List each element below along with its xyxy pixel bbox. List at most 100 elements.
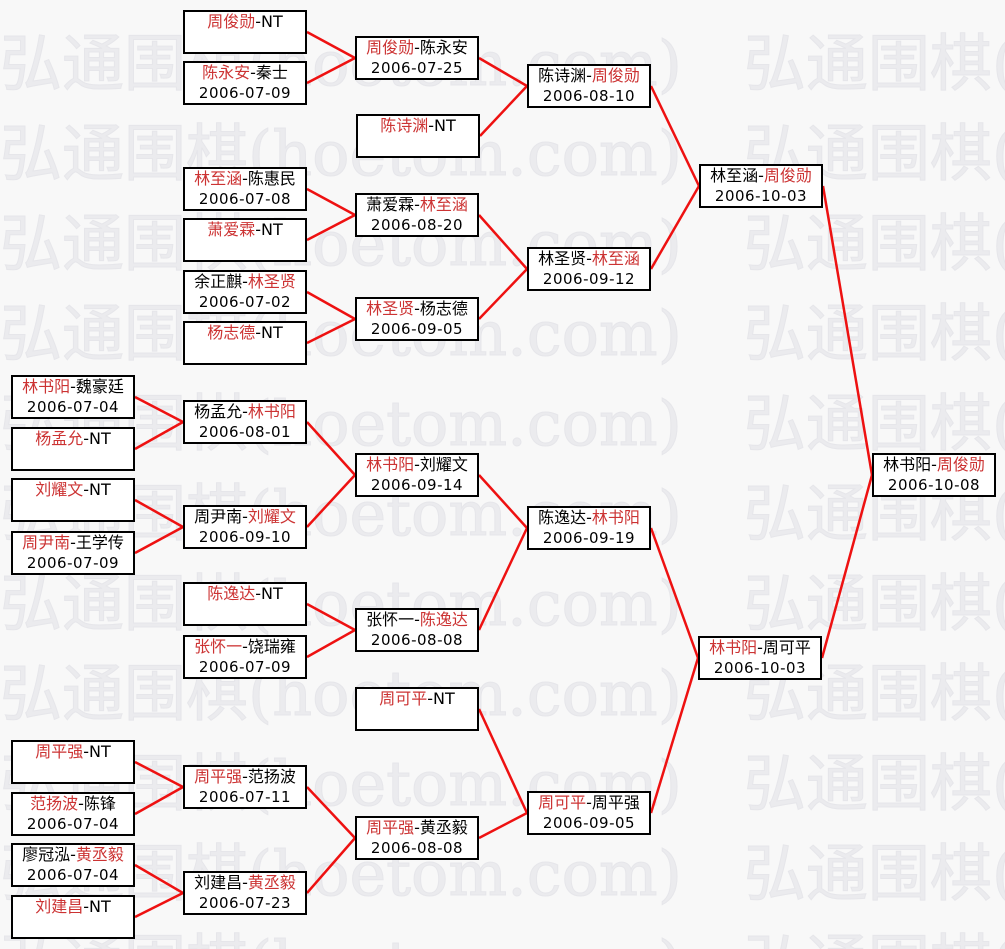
player-name: 饶瑞雍 (247, 637, 296, 656)
match-date: 2006-10-03 (713, 659, 807, 677)
match-date: 2006-07-09 (26, 554, 120, 572)
match-box: 萧爱霖-NT (183, 218, 307, 262)
match-players: 陈逸达-林书阳 (529, 508, 649, 528)
connector-line (479, 85, 528, 137)
connector-line (306, 56, 356, 85)
match-players: 周俊勋-NT (185, 12, 305, 32)
match-box: 廖冠泓-黄丞毅 2006-07-04 (11, 843, 135, 887)
connector-line (478, 811, 528, 840)
match-date: 2006-07-04 (26, 815, 120, 833)
name-separator: - (586, 66, 592, 85)
winner-name: 刘耀文 (247, 507, 296, 526)
connector-line (306, 290, 356, 321)
player-name: NT (261, 584, 283, 603)
match-date: 2006-08-01 (198, 423, 292, 441)
winner-name: 周平强 (194, 767, 243, 786)
match-date: 2006-08-10 (542, 87, 636, 105)
name-separator: - (83, 429, 90, 448)
match-box: 周平强-NT (11, 740, 135, 784)
name-separator: - (255, 323, 262, 342)
match-box: 范扬波-陈锋 2006-07-04 (11, 792, 135, 836)
match-date: 2006-07-25 (370, 59, 464, 77)
winner-name: 张怀一 (194, 637, 243, 656)
match-players: 周平强-范扬波 (185, 767, 305, 787)
player-name: NT (434, 116, 456, 135)
name-separator: - (414, 610, 420, 629)
winner-name: 黄丞毅 (75, 845, 124, 864)
match-box: 林书阳-刘耀文 2006-09-14 (355, 453, 479, 497)
match-players: 周平强-NT (13, 742, 133, 762)
name-separator: - (757, 638, 763, 657)
player-name: 周平强 (591, 793, 640, 812)
match-box: 林圣贤-林至涵 2006-09-12 (527, 247, 651, 291)
connector-line (820, 474, 874, 659)
player-name: NT (261, 12, 283, 31)
match-players: 刘建昌-NT (13, 897, 133, 917)
connector-line (478, 56, 528, 88)
player-name: 林至涵 (710, 166, 759, 185)
match-box: 陈逸达-NT (183, 582, 307, 626)
match-players: 刘建昌-黄丞毅 (185, 873, 305, 893)
name-separator: - (427, 689, 434, 708)
match-players: 张怀一-陈逸达 (357, 610, 477, 630)
match-date: 2006-07-02 (198, 293, 292, 311)
connector-line (477, 708, 529, 814)
player-name: 廖冠泓 (22, 845, 71, 864)
connector-line (306, 317, 356, 345)
name-separator: - (250, 63, 256, 82)
winner-name: 周俊勋 (763, 166, 812, 185)
match-players: 萧爱霖-NT (185, 220, 305, 240)
winner-name: 周平强 (35, 742, 84, 761)
match-box: 刘建昌-NT (11, 895, 135, 939)
match-box: 杨孟允-林书阳 2006-08-01 (183, 400, 307, 444)
connector-line (134, 863, 184, 895)
match-players: 周平强-黄丞毅 (357, 818, 477, 838)
name-separator: - (414, 38, 420, 57)
connector-line (478, 214, 528, 270)
match-date: 2006-10-03 (714, 187, 808, 205)
match-date: 2006-07-09 (198, 84, 292, 102)
match-date: 2006-10-08 (887, 476, 981, 494)
player-name: NT (261, 323, 283, 342)
connector-line (306, 30, 356, 60)
player-name: 黄丞毅 (419, 818, 468, 837)
match-date: 2006-09-05 (542, 814, 636, 832)
player-name: NT (261, 220, 283, 239)
match-box: 刘耀文-NT (11, 478, 135, 522)
winner-name: 陈永安 (202, 63, 251, 82)
player-name: 陈永安 (419, 38, 468, 57)
match-date: 2006-09-14 (370, 476, 464, 494)
name-separator: - (242, 637, 248, 656)
winner-name: 林书阳 (247, 402, 296, 421)
name-separator: - (414, 299, 420, 318)
match-box: 杨志德-NT (183, 321, 307, 365)
winner-name: 林书阳 (22, 377, 71, 396)
match-box: 萧爱霖-林至涵 2006-08-20 (355, 193, 479, 237)
match-players: 陈逸达-NT (185, 584, 305, 604)
match-players: 周尹南-王学传 (13, 533, 133, 553)
player-name: 杨志德 (419, 299, 468, 318)
connector-line (478, 268, 528, 320)
name-separator: - (931, 455, 937, 474)
player-name: 陈锋 (83, 794, 116, 813)
match-date: 2006-08-08 (370, 839, 464, 857)
winner-name: 林至涵 (419, 195, 468, 214)
connector-line (134, 498, 184, 529)
match-players: 林至涵-周俊勋 (701, 166, 821, 186)
match-date: 2006-07-09 (198, 658, 292, 676)
player-name: 刘建昌 (194, 873, 243, 892)
match-players: 周尹南-刘耀文 (185, 507, 305, 527)
match-players: 林圣贤-杨志德 (357, 299, 477, 319)
name-separator: - (70, 377, 76, 396)
connector-line (306, 213, 356, 242)
match-date: 2006-09-10 (198, 528, 292, 546)
connector-line (134, 420, 184, 451)
match-box: 陈诗渊-NT (356, 114, 480, 158)
match-players: 廖冠泓-黄丞毅 (13, 845, 133, 865)
connector-line (306, 474, 356, 528)
winner-name: 周俊勋 (207, 12, 256, 31)
match-box: 林书阳-魏豪廷 2006-07-04 (11, 375, 135, 419)
match-players: 张怀一-饶瑞雍 (185, 637, 305, 657)
winner-name: 刘建昌 (35, 897, 84, 916)
match-date: 2006-07-08 (198, 190, 292, 208)
